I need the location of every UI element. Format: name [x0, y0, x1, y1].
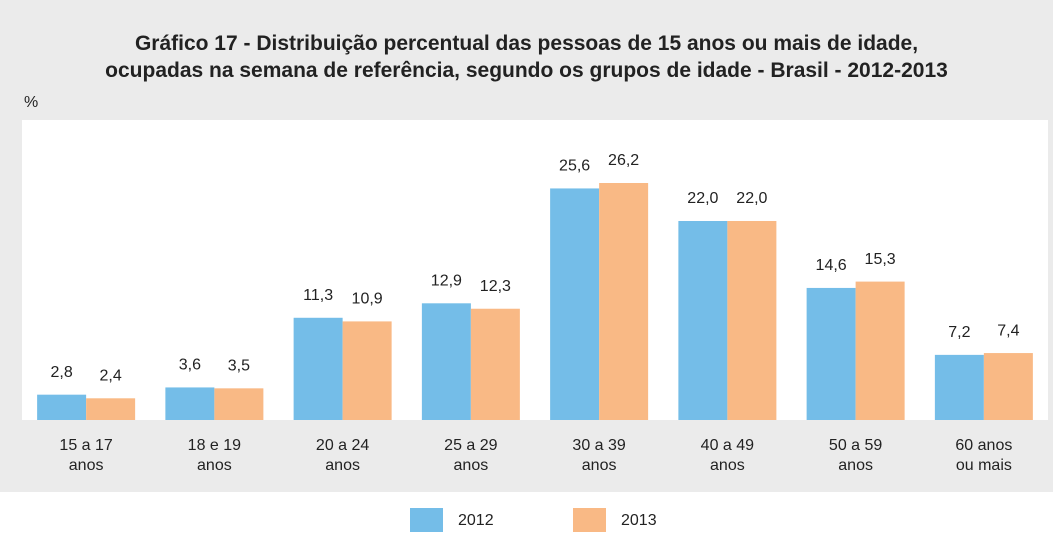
bar [678, 220, 728, 420]
chart-title: ocupadas na semana de referência, segund… [105, 59, 948, 82]
value-label: 12,3 [480, 278, 511, 295]
bar [421, 303, 471, 420]
legend-label: 2013 [621, 512, 657, 529]
value-label: 11,3 [303, 287, 333, 304]
value-label: 26,2 [608, 152, 639, 169]
bar [983, 353, 1033, 420]
bar [165, 387, 215, 420]
bar [599, 183, 649, 420]
bar [37, 394, 87, 420]
bar [293, 317, 343, 420]
value-label: 2,4 [100, 368, 122, 385]
x-tick-label: 60 anos ou mais [955, 437, 1013, 474]
x-tick-label: 15 a 17 anos [59, 437, 113, 474]
value-label: 14,6 [816, 257, 847, 274]
value-label: 12,9 [431, 273, 462, 290]
x-tick-label: 20 a 24 anos [315, 437, 370, 474]
bar [86, 398, 136, 420]
bar [855, 281, 905, 420]
x-tick-label: 40 a 49 anos [700, 437, 755, 474]
value-label: 25,6 [559, 158, 590, 175]
value-label: 22,0 [736, 190, 767, 207]
x-tick-label: 30 a 39 anos [572, 437, 626, 474]
x-tick-label: 50 a 59 anos [828, 437, 883, 474]
value-label: 7,2 [948, 324, 970, 341]
value-label: 3,5 [228, 358, 250, 375]
bar [470, 308, 520, 420]
legend-label: 2012 [458, 512, 494, 529]
value-label: 15,3 [865, 251, 896, 268]
value-label: 3,6 [179, 357, 201, 374]
chart-title: Gráfico 17 - Distribuição percentual das… [134, 32, 919, 55]
bar [806, 287, 856, 420]
y-axis-label: % [24, 94, 38, 111]
x-tick-label: 18 e 19 anos [187, 437, 242, 474]
value-label: 2,8 [51, 364, 73, 381]
bar [214, 388, 264, 420]
bar [550, 188, 600, 420]
legend-swatch [410, 508, 443, 532]
value-label: 22,0 [687, 190, 718, 207]
bar [727, 220, 777, 420]
bar [342, 321, 392, 420]
legend-swatch [573, 508, 606, 532]
x-tick-label: 25 a 29 anos [444, 437, 498, 474]
value-label: 10,9 [352, 291, 383, 308]
value-label: 7,4 [997, 322, 1019, 339]
bar [934, 354, 984, 420]
